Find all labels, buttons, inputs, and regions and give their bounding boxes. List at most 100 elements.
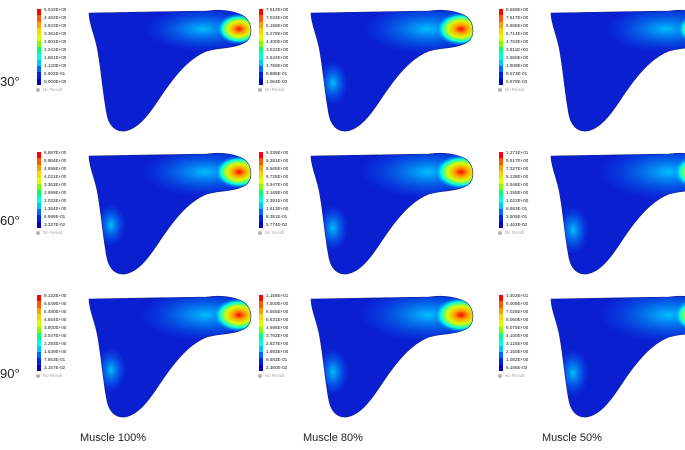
legend-tick-label: 7.025E+00 xyxy=(506,309,529,314)
legend-tick-label: 4.698E+00 xyxy=(44,166,67,171)
color-bar-segment xyxy=(499,364,503,371)
legend-tick-label: 4.763E+00 xyxy=(506,39,529,44)
color-bar-segment xyxy=(259,9,263,16)
bone-model-image xyxy=(88,9,252,132)
legend-tick-label: 2.827E+00 xyxy=(266,341,289,346)
color-bar-segment xyxy=(499,215,503,222)
legend-tick-label: 3.522E+00 xyxy=(266,47,289,52)
color-bar-segment xyxy=(37,326,41,333)
color-bar-segment xyxy=(259,170,263,178)
legend-tick-label: 3.922E+00 xyxy=(44,23,67,28)
legend-tick-label: 0.000E+00 xyxy=(44,79,67,84)
color-bar-segment xyxy=(499,46,503,54)
legend-tick-label: 2.860E+00 xyxy=(506,55,529,60)
legend-tick-label: 7.912E+00 xyxy=(266,7,289,12)
color-bar-segment xyxy=(37,345,41,352)
color-bar-segment xyxy=(37,320,41,327)
color-bar-segment xyxy=(37,15,41,22)
color-bar-segment xyxy=(37,158,41,165)
color-bar-segment xyxy=(499,339,503,346)
stress-panel: 1.402E+01 8.008E+00 7.025E+00 6.050E+00 5.07… xyxy=(497,293,685,423)
color-bar-segment xyxy=(37,65,41,73)
color-bar-segment xyxy=(259,301,263,308)
color-legend: 9.239E+00 8.281E+00 6.565E+00 6.725E+00 3.94… xyxy=(257,150,317,240)
color-bar-segment xyxy=(37,34,41,41)
color-bar-segment xyxy=(259,215,263,222)
legend-tick-label: 1.258E+00 xyxy=(506,190,529,195)
legend-tick-label: 2.644E+00 xyxy=(266,55,289,60)
legend-tick-label: 5.602E-01 xyxy=(44,71,66,76)
legend-tick-label: 9.132E+00 xyxy=(44,293,67,298)
color-bar-segment xyxy=(259,78,263,85)
legend-tick-label: 6.565E+00 xyxy=(266,309,289,314)
color-bar xyxy=(499,295,503,371)
legend-tick-label: 9.583E-01 xyxy=(266,357,288,362)
color-bar-segment xyxy=(499,170,503,178)
legend-tick-label: 9.517E+00 xyxy=(506,158,529,163)
no-result-swatch xyxy=(258,231,262,235)
color-legend: 9.132E+00 8.549E+00 6.480E+00 4.554E+00 3.80… xyxy=(35,293,95,383)
color-bar-segment xyxy=(259,320,263,327)
color-bar-segment xyxy=(37,202,41,209)
color-bar-segment xyxy=(259,189,263,197)
legend-tick-label: 5.714E+00 xyxy=(506,31,529,36)
color-bar-segment xyxy=(499,301,503,308)
row-label-60: 60° xyxy=(0,213,20,228)
no-result-entry: No Result xyxy=(498,373,548,379)
legend-tick-label: 3.169E+00 xyxy=(266,190,289,195)
legend-tick-label: 3.811E+00 xyxy=(506,47,529,52)
color-bar-segment xyxy=(37,332,41,340)
color-legend: 6.687E+00 5.964E+00 4.698E+00 4.031E+00 3.36… xyxy=(35,150,95,240)
color-bar-segment xyxy=(37,339,41,346)
legend-tick-label: 5.774E-02 xyxy=(266,222,288,227)
legend-tick-label: 1.120E+00 xyxy=(44,63,67,68)
color-bar-segment xyxy=(499,295,503,302)
color-bar-segment xyxy=(37,221,41,228)
no-result-entry: No Result xyxy=(498,87,548,93)
color-bar-segment xyxy=(259,21,263,28)
legend-tick-label: 2.150E+00 xyxy=(506,349,529,354)
color-bar-segment xyxy=(37,9,41,16)
no-result-label: No Result xyxy=(43,373,63,378)
legend-tick-label: 2.241E+00 xyxy=(44,47,67,52)
bone-model-image xyxy=(550,295,685,418)
color-bar-segment xyxy=(259,307,263,314)
legend-tick-label: 8.886E-01 xyxy=(266,71,288,76)
legend-tick-label: 4.031E+00 xyxy=(44,174,67,179)
color-bar-segment xyxy=(37,152,41,159)
color-bar xyxy=(499,9,503,85)
color-bar xyxy=(37,152,41,228)
bone-model-image xyxy=(550,152,685,275)
bone-model-image xyxy=(550,9,685,132)
legend-tick-label: 1.402E+01 xyxy=(506,293,529,298)
legend-tick-label: 1.364E+00 xyxy=(44,206,67,211)
bone-model-image xyxy=(88,152,252,275)
color-bar-segment xyxy=(37,301,41,308)
color-bar-segment xyxy=(259,295,263,302)
color-legend: 5.042E+00 4.482E+00 3.922E+00 3.361E+00 2.80… xyxy=(35,7,95,97)
color-bar xyxy=(259,9,263,85)
legend-tick-label: 5.278E+00 xyxy=(266,31,289,36)
stress-panel: 8.568E+00 7.617E+00 6.665E+00 5.714E+00 4.76… xyxy=(497,7,685,137)
color-bar-segment xyxy=(259,59,263,66)
color-bar-segment xyxy=(37,177,41,184)
color-bar-segment xyxy=(499,208,503,216)
color-bar-segment xyxy=(499,15,503,22)
color-bar-segment xyxy=(37,46,41,54)
legend-tick-label: 4.554E+00 xyxy=(44,317,67,322)
color-bar xyxy=(37,295,41,371)
no-result-swatch xyxy=(36,231,40,235)
color-bar-segment xyxy=(499,320,503,327)
legend-tick-label: 5.978E-03 xyxy=(506,79,528,84)
stress-panel: 5.042E+00 4.482E+00 3.922E+00 3.361E+00 2.80… xyxy=(35,7,255,137)
legend-tick-label: 8.351E-01 xyxy=(266,214,288,219)
color-bar-segment xyxy=(259,27,263,35)
color-bar-segment xyxy=(37,40,41,47)
color-bar-segment xyxy=(499,189,503,197)
color-bar-segment xyxy=(499,152,503,159)
color-bar-segment xyxy=(259,46,263,54)
no-result-label: No Result xyxy=(265,230,285,235)
no-result-label: No Result xyxy=(505,373,525,378)
color-bar-segment xyxy=(499,196,503,203)
no-result-entry: No Result xyxy=(36,87,86,93)
